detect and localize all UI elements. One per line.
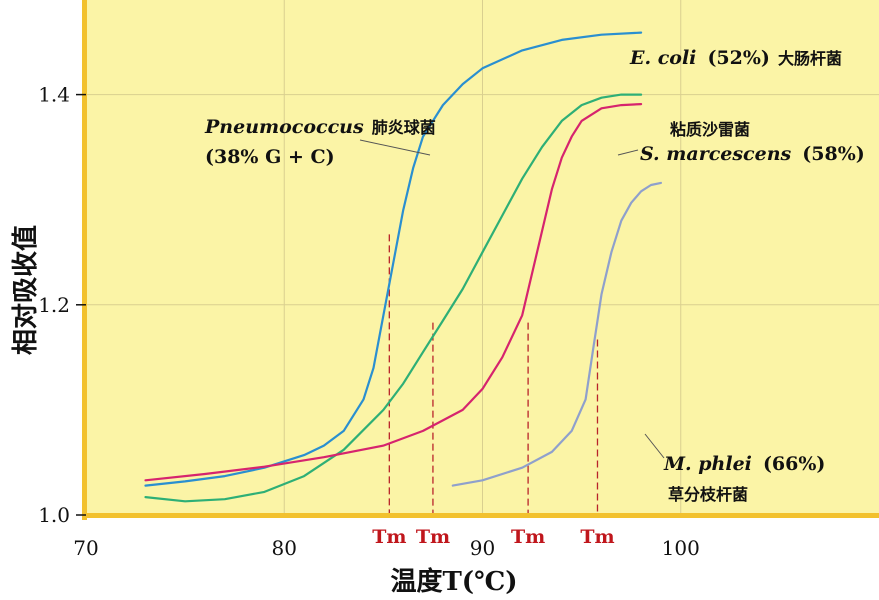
y-axis-bar — [82, 0, 87, 520]
svg-text:S. marcescens (58%): S. marcescens (58%) — [640, 143, 865, 165]
pneumococcus-gc: (38% G + C) — [205, 146, 335, 168]
annotation-e-coli: E. coli (52%) 大肠杆菌 — [629, 47, 842, 69]
m-phlei-name: M. phlei — [663, 453, 752, 475]
series-line-s-marcescens — [144, 102, 643, 482]
x-axis-bar — [82, 513, 879, 518]
pneumococcus-leader — [359, 139, 431, 156]
y-tick-label: 1.4 — [38, 83, 70, 107]
svg-text:M. phlei (66%): M. phlei (66%) — [663, 453, 825, 475]
s-marcescens-cn: 粘质沙雷菌 — [670, 120, 750, 139]
gridlines — [86, 0, 879, 515]
s-marcescens-name: S. marcescens — [640, 143, 792, 165]
tm-label: Tm — [511, 526, 545, 548]
annotation-s-marcescens: 粘质沙雷菌 S. marcescens (58%) — [617, 120, 865, 165]
tm-label: Tm — [580, 526, 614, 548]
series-line-m-phlei — [451, 181, 663, 487]
e-coli-gc: (52%) — [707, 47, 769, 69]
svg-text:Pneumococcus 肺炎球菌: Pneumococcus 肺炎球菌 — [204, 116, 436, 138]
m-phlei-gc: (66%) — [763, 453, 825, 475]
x-tick-label: 90 — [470, 536, 495, 560]
x-tick-label: 100 — [662, 536, 700, 560]
e-coli-cn: 大肠杆菌 — [778, 49, 842, 68]
tm-label: Tm — [372, 526, 406, 548]
m-phlei-cn: 草分枝杆菌 — [668, 485, 748, 504]
x-ticks: 70 80 90 100 — [73, 536, 700, 560]
series-line-e-coli — [144, 93, 643, 503]
tm-label: Tm — [416, 526, 450, 548]
y-ticks: 1.0 1.2 1.4 — [38, 83, 86, 527]
pneumococcus-cn: 肺炎球菌 — [372, 118, 436, 137]
y-axis-title: 相对吸收值 — [11, 225, 41, 355]
e-coli-name: E. coli — [629, 47, 696, 69]
tm-labels: Tm Tm Tm Tm — [372, 526, 614, 548]
x-tick-label: 70 — [73, 536, 98, 560]
s-marcescens-gc: (58%) — [802, 143, 864, 165]
annotation-pneumococcus: Pneumococcus 肺炎球菌 (38% G + C) — [204, 116, 436, 168]
m-phlei-leader — [644, 433, 665, 459]
y-tick-label: 1.2 — [38, 293, 70, 317]
annotation-m-phlei: M. phlei (66%) 草分枝杆菌 — [644, 433, 825, 504]
x-axis-title: 温度T(℃) — [390, 566, 517, 597]
y-tick-label: 1.0 — [38, 503, 70, 527]
x-tick-label: 80 — [272, 536, 297, 560]
pneumococcus-name: Pneumococcus — [204, 116, 364, 138]
series-lines — [144, 31, 663, 503]
svg-text:E. coli (52%) 大肠杆菌: E. coli (52%) 大肠杆菌 — [629, 47, 842, 69]
s-marcescens-leader — [617, 149, 639, 156]
